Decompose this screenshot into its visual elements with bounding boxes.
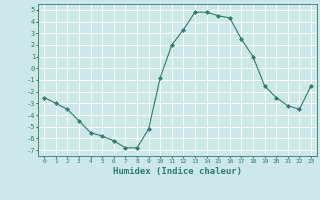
X-axis label: Humidex (Indice chaleur): Humidex (Indice chaleur) [113, 167, 242, 176]
